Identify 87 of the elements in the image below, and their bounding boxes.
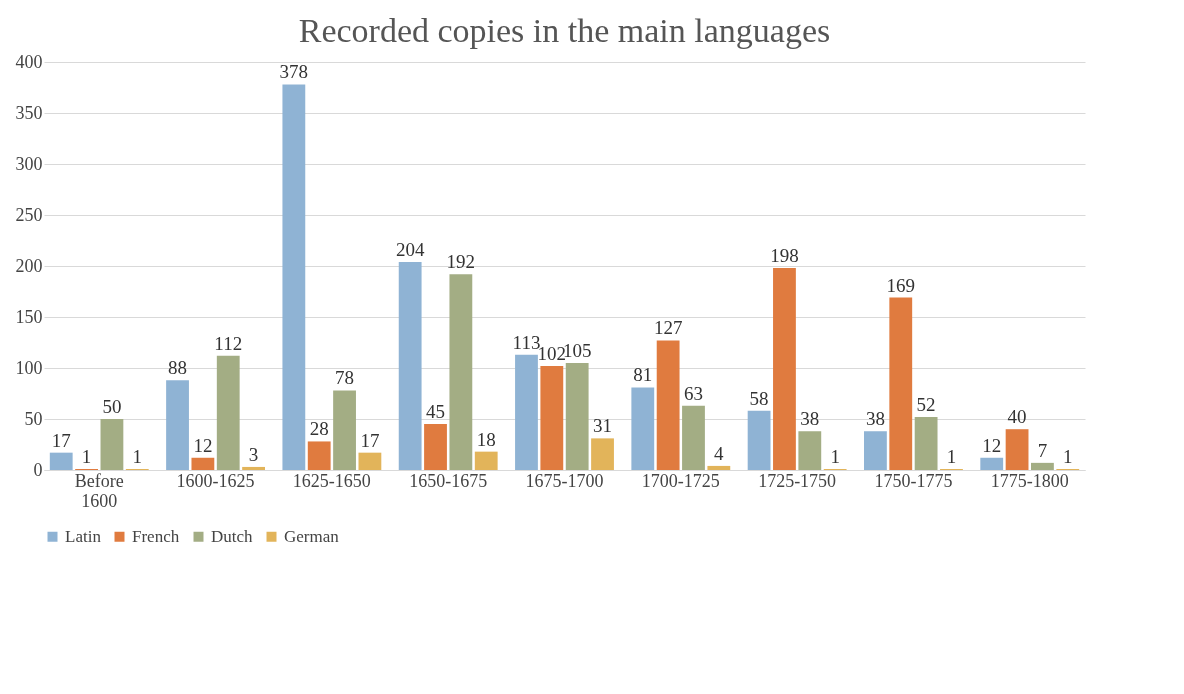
bar [682, 405, 705, 470]
bar [565, 362, 589, 470]
legend-label: Latin [65, 526, 102, 546]
legend-label: French [132, 526, 180, 546]
y-tick-label: 50 [24, 408, 43, 429]
data-label: 4 [714, 442, 725, 464]
data-label: 378 [279, 61, 309, 83]
bar [424, 424, 447, 470]
bar [889, 297, 913, 470]
data-label: 63 [683, 382, 703, 404]
data-label: 127 [653, 317, 683, 339]
y-tick-label: 100 [15, 357, 43, 378]
x-tick-label: 1775-1800 [990, 470, 1069, 491]
bar [515, 354, 538, 470]
data-label: 169 [886, 274, 916, 296]
bar [100, 419, 124, 470]
bar [540, 365, 564, 470]
bar [307, 441, 331, 470]
data-label: 1 [830, 445, 840, 467]
data-label: 198 [770, 245, 799, 267]
data-label: 1 [132, 445, 143, 467]
data-label: 192 [446, 251, 476, 273]
bar [980, 457, 1004, 470]
y-tick-label: 300 [15, 153, 43, 174]
data-label: 58 [749, 387, 769, 409]
data-label: 45 [426, 401, 446, 423]
x-tick-label: 1625-1650 [292, 470, 371, 491]
data-label: 17 [51, 429, 71, 451]
data-label: 78 [335, 367, 355, 389]
bar [242, 466, 265, 470]
data-label: 50 [102, 396, 122, 417]
bar [798, 431, 822, 470]
data-label: 40 [1007, 406, 1027, 428]
bar [191, 457, 215, 470]
data-label: 52 [916, 393, 936, 415]
bar [449, 274, 473, 470]
legend-label: German [284, 526, 340, 546]
x-tick-label: 1750-1775 [874, 470, 953, 491]
data-label: 81 [633, 364, 653, 386]
bar [474, 451, 498, 470]
x-tick-label: 1725-1750 [758, 470, 837, 491]
bar [49, 452, 73, 470]
data-label: 28 [309, 418, 329, 440]
data-label: 3 [248, 443, 259, 465]
bar [773, 268, 796, 470]
data-label: 204 [395, 238, 425, 260]
x-tick-label: Before 1600 [74, 470, 124, 511]
bar [358, 452, 382, 470]
data-label: 18 [476, 428, 496, 450]
data-label: 38 [865, 408, 885, 430]
y-tick-label: 200 [15, 255, 43, 276]
data-label: 1 [81, 445, 92, 467]
data-label: 1 [946, 445, 957, 467]
bar [914, 416, 938, 470]
x-tick-label: 1650-1675 [409, 470, 488, 491]
bar [864, 431, 887, 470]
data-label: 1 [1063, 445, 1073, 467]
bar [398, 261, 422, 470]
data-label: 17 [360, 429, 380, 451]
bar [747, 410, 771, 470]
y-tick-label: 250 [15, 204, 43, 225]
y-tick-label: 150 [15, 306, 43, 327]
x-tick-label: 1700-1725 [641, 470, 720, 491]
chart-title: Recorded copies in the main languages [298, 12, 831, 49]
y-tick-label: 0 [33, 459, 43, 480]
bar [631, 387, 655, 470]
bar [216, 355, 240, 470]
data-label: 7 [1037, 439, 1048, 461]
bar [591, 438, 614, 470]
bar [1005, 429, 1029, 470]
x-tick-label: 1675-1700 [525, 470, 604, 491]
bar [166, 380, 189, 470]
bar [656, 340, 680, 470]
bar [282, 84, 306, 470]
bar [707, 465, 731, 470]
x-tick-label: 1600-1625 [176, 470, 255, 491]
data-label: 38 [800, 408, 820, 430]
data-label: 88 [168, 357, 188, 379]
data-label: 12 [982, 434, 1002, 456]
legend-label: Dutch [211, 526, 254, 546]
bar [333, 390, 356, 470]
data-label: 112 [214, 332, 243, 354]
y-tick-label: 400 [15, 51, 43, 72]
y-tick-label: 350 [15, 102, 43, 123]
data-label: 31 [593, 415, 613, 437]
bar [1031, 462, 1054, 470]
data-label: 12 [193, 434, 213, 456]
